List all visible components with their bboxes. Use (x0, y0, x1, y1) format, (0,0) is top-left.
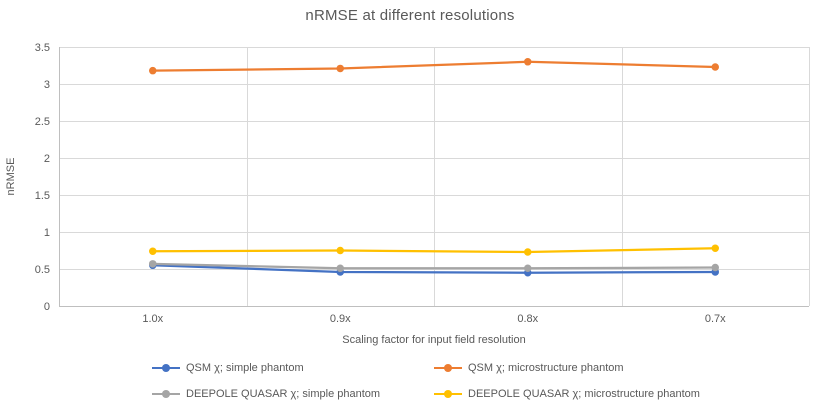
legend-marker-icon (152, 363, 180, 372)
x-tick-label: 0.7x (705, 313, 726, 325)
series-line-0 (151, 264, 717, 274)
legend-dot-icon (444, 363, 452, 372)
series-line-1 (151, 60, 717, 72)
y-axis-title: nRMSE (5, 158, 17, 196)
data-point[interactable] (524, 264, 532, 273)
plot-area: 0 0.5 1 1.5 2 2.5 3 3.5 1.0x 0.9x 0.8x 0.7x Scaling … (5, 42, 810, 346)
legend-label: DEEPOLE QUASAR χ; simple phantom (186, 387, 381, 400)
x-tick-label: 1.0x (142, 313, 163, 325)
data-point[interactable] (149, 247, 157, 255)
data-point[interactable] (336, 264, 345, 273)
y-tick-label: 1 (44, 227, 50, 239)
legend-dot-icon (162, 363, 170, 372)
x-tick-label: 0.8x (517, 313, 538, 325)
y-tick-label: 0.5 (35, 264, 50, 276)
y-tick-label: 0 (44, 301, 50, 313)
data-point[interactable] (149, 66, 157, 75)
legend-item-2[interactable]: DEEPOLE QUASAR χ; simple phantom (152, 386, 434, 401)
y-tick-label: 3 (44, 79, 50, 91)
legend-marker-icon (434, 363, 462, 372)
data-point[interactable] (711, 63, 720, 71)
legend-label: DEEPOLE QUASAR χ; microstructure phantom (468, 387, 700, 400)
y-tick-label: 1.5 (35, 190, 50, 202)
x-axis-title: Scaling factor for input field resolutio… (342, 334, 525, 346)
data-point[interactable] (336, 64, 345, 73)
legend-item-1[interactable]: QSM χ; microstructure phantom (434, 360, 732, 375)
legend-item-3[interactable]: DEEPOLE QUASAR χ; microstructure phantom (434, 386, 732, 401)
legend-label: QSM χ; simple phantom (186, 361, 304, 374)
data-point[interactable] (711, 263, 720, 272)
series-line-2 (151, 262, 717, 270)
legend-marker-icon (434, 389, 462, 398)
y-tick-label: 2.5 (35, 116, 50, 128)
legend: QSM χ; simple phantom QSM χ; microstructu… (152, 360, 732, 401)
legend-item-0[interactable]: QSM χ; simple phantom (152, 360, 434, 375)
legend-dot-icon (162, 389, 170, 398)
legend-dot-icon (444, 389, 452, 398)
data-point[interactable] (711, 244, 720, 253)
chart-title: nRMSE at different resolutions (305, 7, 515, 24)
legend-label: QSM χ; microstructure phantom (468, 361, 624, 374)
data-point[interactable] (336, 246, 345, 255)
data-point[interactable] (149, 260, 157, 268)
data-point[interactable] (524, 58, 532, 66)
legend-marker-icon (152, 389, 180, 398)
y-tick-label: 2 (44, 153, 50, 165)
y-tick-label: 3.5 (35, 42, 50, 54)
x-tick-label: 0.9x (330, 313, 351, 325)
data-point[interactable] (524, 248, 532, 256)
series-line-3 (151, 247, 717, 254)
